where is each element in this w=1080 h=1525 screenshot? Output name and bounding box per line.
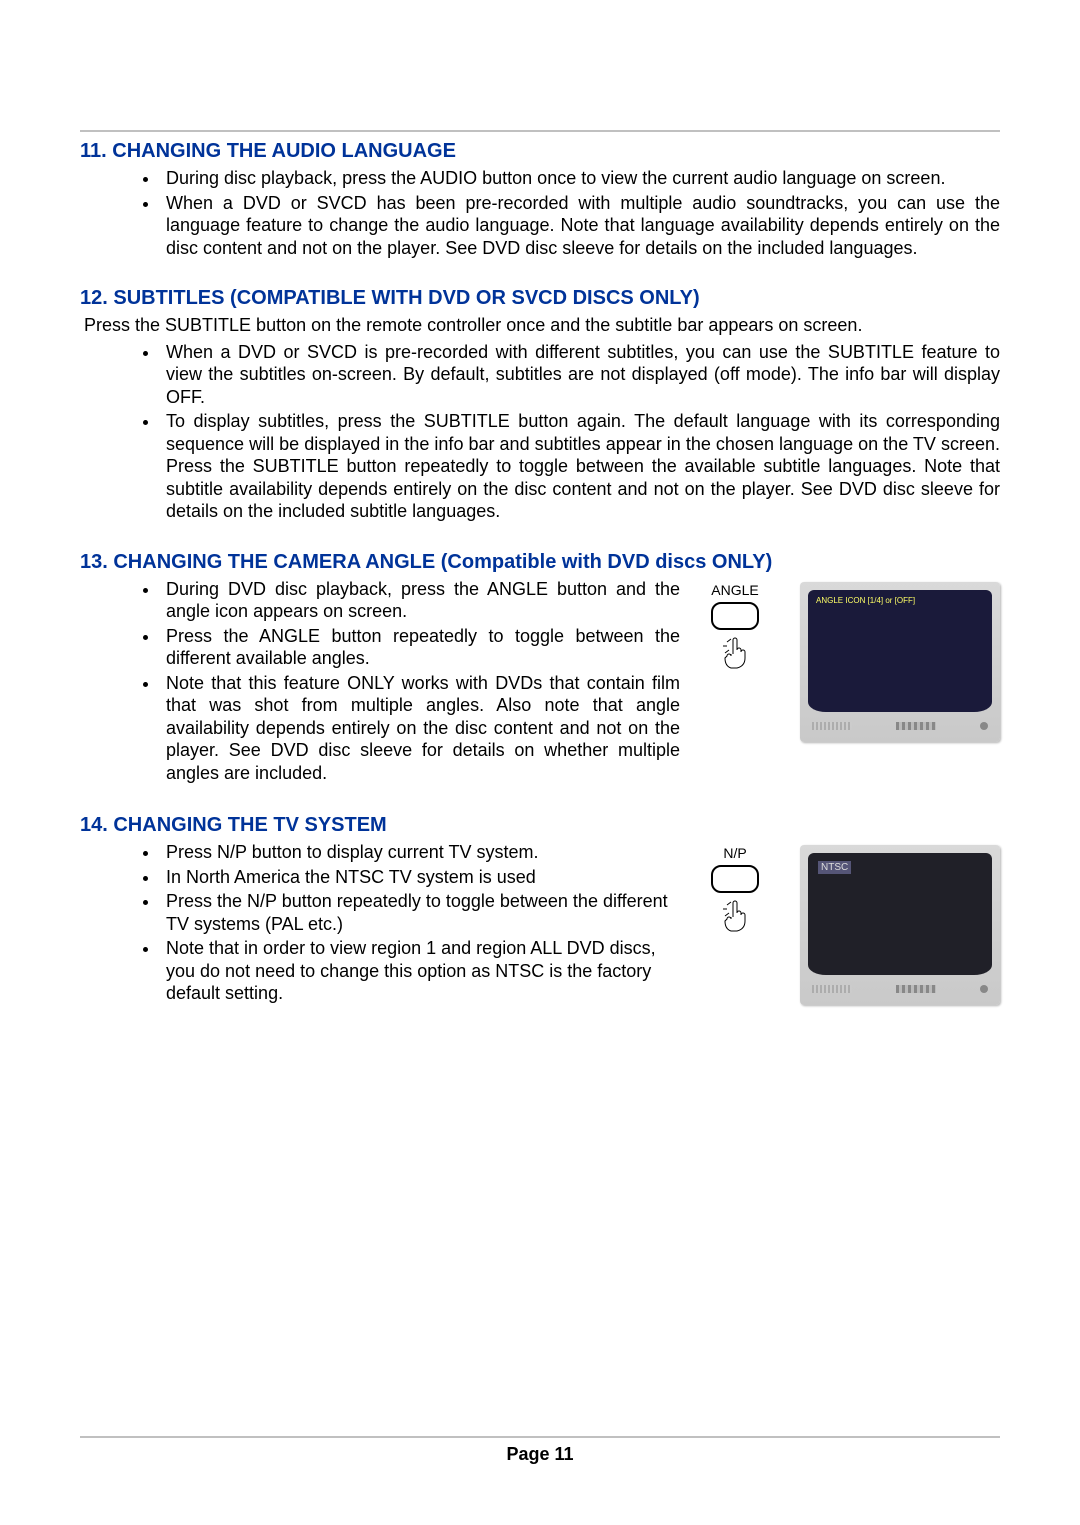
section-12-heading: 12. SUBTITLES (COMPATIBLE WITH DVD OR SV… [80,287,1000,310]
tv-screen: NTSC [808,853,992,975]
tv-illustration-ntsc: NTSC [800,845,1000,1005]
angle-button-figure: ANGLE [700,582,770,670]
bullet-item: When a DVD or SVCD is pre-recorded with … [160,341,1000,409]
top-rule [80,130,1000,132]
tv-osd-ntsc: NTSC [818,861,851,874]
section-13-row: During DVD disc playback, press the ANGL… [80,578,1000,787]
bullet-item: To display subtitles, press the SUBTITLE… [160,410,1000,523]
tv-vents-icon [812,722,852,730]
section-14-row: Press N/P button to display current TV s… [80,841,1000,1007]
tv-screen: ANGLE ICON [1/4] or [OFF] [808,590,992,712]
bullet-item: When a DVD or SVCD has been pre-recorded… [160,192,1000,260]
section-11-bullets: During disc playback, press the AUDIO bu… [160,167,1000,259]
section-12-bullets: When a DVD or SVCD is pre-recorded with … [160,341,1000,523]
section-13-text-col: During DVD disc playback, press the ANGL… [80,578,680,787]
bullet-item: Press N/P button to display current TV s… [160,841,680,864]
section-14: 14. CHANGING THE TV SYSTEM Press N/P but… [80,814,1000,1007]
section-14-text-col: Press N/P button to display current TV s… [80,841,680,1007]
manual-page: 11. CHANGING THE AUDIO LANGUAGE During d… [0,0,1080,1525]
tv-base [808,981,992,997]
bullet-item: Press the ANGLE button repeatedly to tog… [160,625,680,670]
bullet-item: During disc playback, press the AUDIO bu… [160,167,1000,190]
angle-button-label: ANGLE [711,582,758,598]
remote-button-icon [711,602,759,630]
bullet-item: In North America the NTSC TV system is u… [160,866,680,889]
tv-illustration-angle: ANGLE ICON [1/4] or [OFF] [800,582,1000,742]
remote-button-icon [711,865,759,893]
hand-press-icon [721,899,749,933]
tv-knob-icon [980,985,988,993]
bottom-rule [80,1436,1000,1438]
section-13: 13. CHANGING THE CAMERA ANGLE (Compatibl… [80,551,1000,787]
section-14-heading: 14. CHANGING THE TV SYSTEM [80,814,1000,837]
section-14-figures: N/P NTSC [700,841,1000,1005]
tv-vents-icon [812,985,852,993]
section-11-heading: 11. CHANGING THE AUDIO LANGUAGE [80,140,1000,163]
tv-knob-icon [980,722,988,730]
section-13-heading: 13. CHANGING THE CAMERA ANGLE (Compatibl… [80,551,1000,574]
bullet-item: Press the N/P button repeatedly to toggl… [160,890,680,935]
section-11: 11. CHANGING THE AUDIO LANGUAGE During d… [80,140,1000,259]
section-14-bullets: Press N/P button to display current TV s… [160,841,680,1005]
tv-base [808,718,992,734]
bullet-item: Note that in order to view region 1 and … [160,937,680,1005]
section-13-bullets: During DVD disc playback, press the ANGL… [160,578,680,785]
section-12-intro: Press the SUBTITLE button on the remote … [84,314,1000,337]
page-footer: Page 11 [80,1418,1000,1465]
section-12: 12. SUBTITLES (COMPATIBLE WITH DVD OR SV… [80,287,1000,523]
bullet-item: Note that this feature ONLY works with D… [160,672,680,785]
page-number: Page 11 [80,1444,1000,1465]
section-13-figures: ANGLE ANGLE ICON [1/4] or [OFF] [700,578,1000,742]
np-button-figure: N/P [700,845,770,933]
bullet-item: During DVD disc playback, press the ANGL… [160,578,680,623]
tv-speaker-icon [896,985,936,993]
np-button-label: N/P [723,845,746,861]
hand-press-icon [721,636,749,670]
tv-osd-angle: ANGLE ICON [1/4] or [OFF] [816,596,915,605]
tv-speaker-icon [896,722,936,730]
